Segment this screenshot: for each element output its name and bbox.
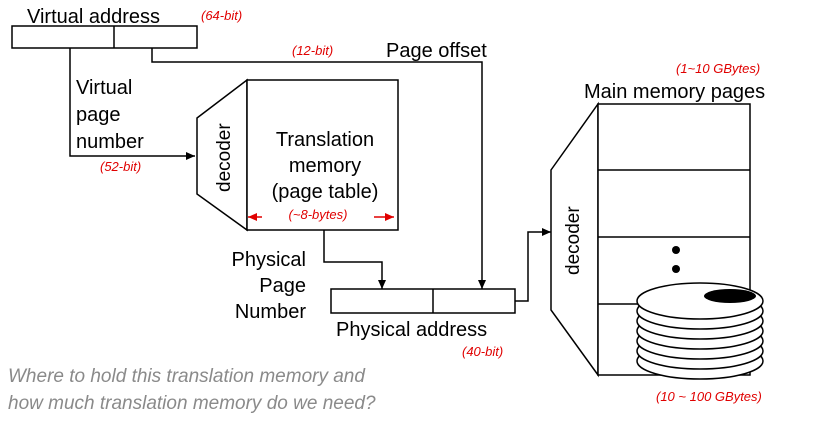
- ppn-wire: [323, 230, 386, 289]
- vpn-bits: (52-bit): [100, 159, 141, 174]
- translation-memory-line2: memory: [289, 155, 361, 177]
- ppn-label-line3: Number: [235, 301, 306, 323]
- page-offset-label: Page offset: [386, 40, 487, 62]
- ppn-label-line1: Physical: [232, 249, 306, 271]
- vpn-wire: [69, 48, 195, 160]
- virtual-address-bits: (64-bit): [201, 8, 242, 23]
- translation-memory-block: [246, 79, 399, 231]
- physical-address-label: Physical address: [336, 319, 487, 341]
- main-memory-decoder-label: decoder: [563, 206, 584, 275]
- question-line2: how much translation memory do we need?: [8, 393, 376, 414]
- virtual-address-register: [11, 25, 198, 49]
- disk-size: (10 ~ 100 GBytes): [656, 389, 762, 404]
- page-table-decoder-label: decoder: [214, 123, 235, 192]
- vpn-label-line1: Virtual: [76, 77, 132, 99]
- translation-memory-line1: Translation: [276, 129, 374, 151]
- main-memory-label: Main memory pages: [584, 81, 765, 103]
- physical-address-bits: (40-bit): [462, 344, 503, 359]
- page-offset-wire: [151, 48, 486, 289]
- virtual-address-label: Virtual address: [27, 6, 160, 28]
- physical-address-wire: [515, 228, 551, 302]
- vpn-label-line2: page: [76, 104, 121, 126]
- ellipsis-dot-2: [672, 265, 680, 273]
- ppn-label-line2: Page: [259, 275, 306, 297]
- vpn-label-line3: number: [76, 131, 144, 153]
- disk-stack-icon: [636, 282, 764, 380]
- question-line1: Where to hold this translation memory an…: [8, 366, 366, 387]
- page-offset-bits: (12-bit): [292, 43, 333, 58]
- main-memory-size: (1~10 GBytes): [676, 61, 760, 76]
- ellipsis-dot-1: [672, 246, 680, 254]
- physical-address-register: [330, 288, 516, 314]
- disk-spindle-icon: [704, 289, 756, 303]
- entry-size-label: (~8-bytes): [289, 207, 348, 222]
- translation-memory-line3: (page table): [272, 181, 379, 203]
